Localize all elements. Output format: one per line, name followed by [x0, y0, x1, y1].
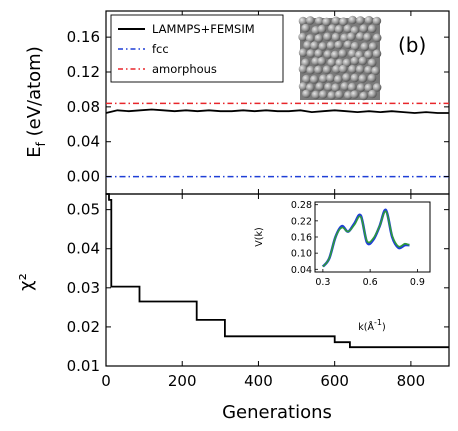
legend-label-fcc: fcc [152, 42, 169, 56]
x-tick-label: 200 [168, 372, 197, 390]
top-y-ticks: 0.00 0.04 0.08 0.12 0.16 [67, 28, 449, 186]
inset-series-line-2 [322, 210, 410, 268]
y-tick-label: 0.03 [67, 279, 100, 297]
y-tick-label: 0.12 [67, 63, 100, 81]
top-series-group [105, 102, 449, 178]
y-tick-label: 0.02 [67, 318, 100, 336]
inset-x-tick-label: 0.6 [363, 277, 378, 288]
bottom-x-ticks: 0 200 400 600 800 [101, 194, 425, 390]
bottom-y-ticks: 0.01 0.02 0.03 0.04 0.05 [67, 201, 449, 375]
inset-x-tick-label: 0.9 [410, 277, 425, 288]
x-tick-label: 800 [397, 372, 426, 390]
vk-inset: 0.04 0.10 0.16 0.22 0.28 0.3 0.6 0.9 V(k) k(Å-… [254, 200, 431, 333]
inset-x-ticks: 0.3 0.6 0.9 [315, 269, 425, 288]
inset-y-tick-label: 0.10 [291, 249, 312, 260]
inset-series-group [321, 208, 410, 268]
y-tick-label: 0.16 [67, 28, 100, 46]
inset-y-axis-label: V(k) [254, 227, 265, 246]
y-tick-label: 0.05 [67, 201, 100, 219]
y-tick-label: 0.01 [67, 357, 100, 375]
x-tick-label: 400 [244, 372, 273, 390]
legend: LAMMPS+FEMSIM fcc amorphous [110, 14, 284, 83]
top-y-axis-label: Ef (eV/atom) [24, 46, 48, 157]
legend-label-lammps: LAMMPS+FEMSIM [152, 22, 255, 36]
bottom-y-axis-label: χ² [16, 273, 37, 291]
inset-y-tick-label: 0.28 [291, 200, 312, 211]
y-tick-label: 0.04 [67, 240, 100, 258]
legend-label-amorphous: amorphous [152, 62, 217, 76]
inset-y-tick-label: 0.16 [291, 233, 312, 244]
y-tick-label: 0.04 [67, 133, 100, 151]
bottom-series-group [106, 193, 449, 349]
atom-cluster-image [298, 15, 382, 101]
chi-square-panel: 0.01 0.02 0.03 0.04 0.05 0 200 400 600 800 χ² Ge… [16, 193, 450, 423]
chi-square-step-line [106, 193, 449, 349]
y-tick-label: 0.08 [67, 98, 100, 116]
inset-y-ticks: 0.04 0.10 0.16 0.22 0.28 [291, 200, 318, 276]
inset-x-tick-label: 0.3 [315, 277, 330, 288]
x-tick-label: 600 [320, 372, 349, 390]
energy-panel: 0.00 0.04 0.08 0.12 0.16 LAMMPS+FEMSIM fcc a… [24, 10, 450, 195]
x-axis-label: Generations [222, 402, 332, 423]
panel-label: (b) [398, 33, 426, 57]
inset-x-axis-label: k(Å-1) [358, 318, 385, 333]
inset-axes-frame [314, 201, 431, 273]
bottom-axes-frame [105, 193, 450, 367]
x-tick-label: 0 [101, 372, 111, 390]
inset-y-tick-label: 0.04 [291, 265, 312, 276]
y-tick-label: 0.00 [67, 168, 100, 186]
inset-y-tick-label: 0.22 [291, 216, 312, 227]
series-line-lammps-femsim [105, 108, 449, 114]
